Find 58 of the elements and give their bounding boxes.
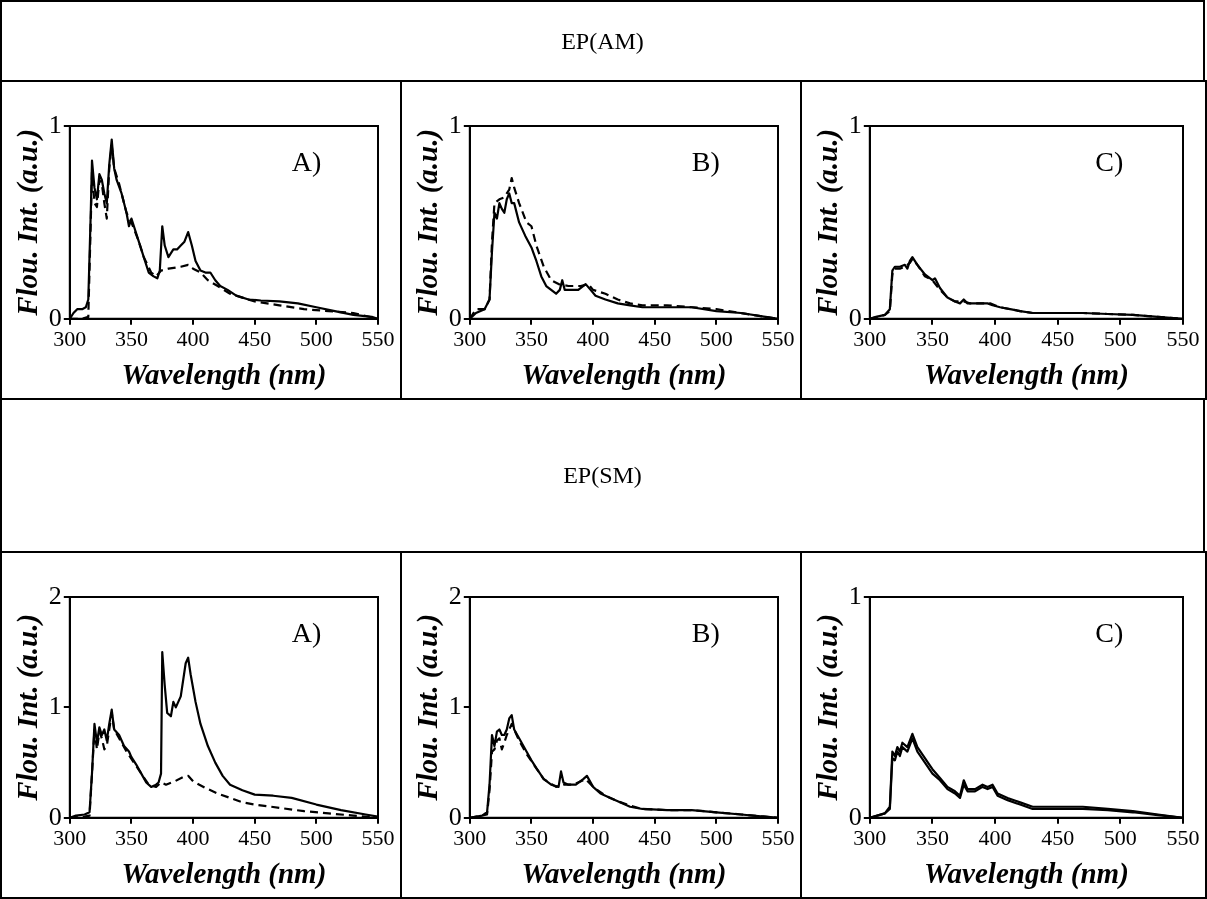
x-tick-label: 450 [238,824,272,850]
x-tick-label: 400 [978,325,1012,351]
y-tick-label: 1 [848,580,862,610]
x-tick-label: 450 [638,325,672,351]
x-tick-label: 400 [576,325,610,351]
x-tick-label: 500 [299,325,333,351]
y-axis-title: Flou. Int. (a.u.) [10,128,44,317]
x-axis-title: Wavelength (nm) [923,857,1129,891]
x-tick-label: 350 [514,824,548,850]
y-axis-title: Flou. Int. (a.u.) [410,128,444,317]
x-tick-label: 350 [915,824,949,850]
y-tick-label: 1 [848,109,862,139]
x-tick-label: 350 [114,325,148,351]
x-tick-label: 400 [978,824,1012,850]
y-tick-label: 1 [448,691,462,721]
text: EP(AM) [0,0,1205,82]
annotation: C) [1095,146,1124,178]
x-tick-label: 450 [238,325,272,351]
y-tick-label: 1 [448,109,462,139]
x-tick-label: 550 [1166,824,1200,850]
y-tick-label: 2 [448,580,462,610]
y-tick-label: 1 [48,691,62,721]
y-axis-title: Flou. Int. (a.u.) [810,128,844,317]
y-axis-title: Flou. Int. (a.u.) [410,613,444,802]
annotation: B) [691,617,720,649]
annotation: A) [291,617,322,649]
x-axis-title: Wavelength (nm) [121,857,327,891]
x-tick-label: 450 [638,824,672,850]
y-axis-title: Flou. Int. (a.u.) [10,613,44,802]
x-tick-label: 550 [761,824,795,850]
x-tick-label: 500 [699,824,733,850]
y-tick-label: 2 [48,580,62,610]
x-tick-label: 400 [176,824,210,850]
annotation: B) [691,146,720,178]
x-tick-label: 500 [1103,824,1137,850]
x-tick-label: 350 [915,325,949,351]
x-axis-title: Wavelength (nm) [521,358,727,392]
annotation: A) [291,146,322,178]
x-axis-title: Wavelength (nm) [121,358,327,392]
x-tick-label: 350 [114,824,148,850]
x-tick-label: 500 [1103,325,1137,351]
y-axis-title: Flou. Int. (a.u.) [810,613,844,802]
x-tick-label: 500 [699,325,733,351]
annotation: C) [1095,617,1124,649]
x-tick-label: 550 [361,325,395,351]
x-axis-title: Wavelength (nm) [521,857,727,891]
x-tick-label: 400 [576,824,610,850]
x-tick-label: 500 [299,824,333,850]
x-tick-label: 550 [361,824,395,850]
x-tick-label: 350 [514,325,548,351]
y-tick-label: 1 [48,109,62,139]
x-axis-title: Wavelength (nm) [923,358,1129,392]
x-tick-label: 400 [176,325,210,351]
text: EP(SM) [0,398,1205,553]
x-tick-label: 450 [1041,325,1075,351]
x-tick-label: 550 [761,325,795,351]
x-tick-label: 550 [1166,325,1200,351]
x-tick-label: 450 [1041,824,1075,850]
